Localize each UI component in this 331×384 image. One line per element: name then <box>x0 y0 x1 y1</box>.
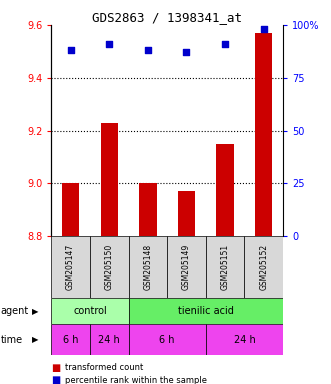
Bar <box>62 183 79 236</box>
Bar <box>90 236 128 298</box>
Text: 6 h: 6 h <box>63 335 78 345</box>
Text: ▶: ▶ <box>31 306 38 316</box>
Bar <box>167 236 206 298</box>
Point <box>261 26 266 32</box>
Point <box>145 47 151 53</box>
Point <box>184 50 189 56</box>
Bar <box>206 236 244 298</box>
Text: GSM205148: GSM205148 <box>143 244 152 290</box>
Bar <box>101 122 118 236</box>
Text: transformed count: transformed count <box>65 363 143 372</box>
Text: agent: agent <box>0 306 28 316</box>
Text: percentile rank within the sample: percentile rank within the sample <box>65 376 207 384</box>
Bar <box>128 324 206 355</box>
Bar <box>128 298 283 324</box>
Bar <box>255 33 272 236</box>
Point <box>222 41 228 47</box>
Bar <box>139 183 157 236</box>
Text: tienilic acid: tienilic acid <box>178 306 234 316</box>
Bar <box>178 191 195 236</box>
Text: GSM205150: GSM205150 <box>105 244 114 290</box>
Text: time: time <box>0 335 23 345</box>
Bar <box>206 324 283 355</box>
Text: 24 h: 24 h <box>98 335 120 345</box>
Bar <box>51 236 90 298</box>
Point <box>68 47 73 53</box>
Bar <box>90 324 128 355</box>
Title: GDS2863 / 1398341_at: GDS2863 / 1398341_at <box>92 11 242 24</box>
Text: ■: ■ <box>51 375 61 384</box>
Text: ■: ■ <box>51 363 61 373</box>
Text: ▶: ▶ <box>31 335 38 344</box>
Bar <box>128 236 167 298</box>
Bar <box>216 144 234 236</box>
Bar <box>51 298 128 324</box>
Text: GSM205149: GSM205149 <box>182 244 191 290</box>
Text: GSM205151: GSM205151 <box>220 244 230 290</box>
Text: 6 h: 6 h <box>160 335 175 345</box>
Bar <box>244 236 283 298</box>
Point <box>107 41 112 47</box>
Text: GSM205152: GSM205152 <box>259 244 268 290</box>
Text: 24 h: 24 h <box>233 335 255 345</box>
Bar <box>51 324 90 355</box>
Text: GSM205147: GSM205147 <box>66 244 75 290</box>
Text: control: control <box>73 306 107 316</box>
